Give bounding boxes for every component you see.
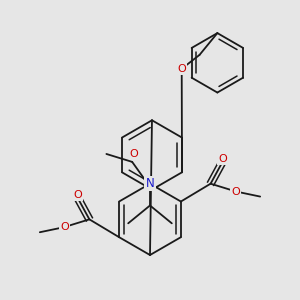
Text: O: O [130, 149, 139, 159]
Text: O: O [177, 64, 186, 74]
Text: N: N [146, 177, 154, 190]
Text: O: O [231, 187, 240, 196]
Text: O: O [73, 190, 82, 200]
Text: O: O [60, 222, 69, 232]
Text: O: O [218, 154, 227, 164]
